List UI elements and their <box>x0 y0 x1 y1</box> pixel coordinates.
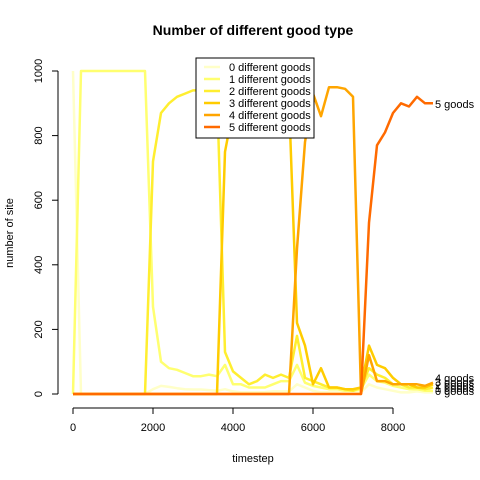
legend-item-3: 3 different goods <box>229 98 311 110</box>
legend-item-0: 0 different goods <box>229 62 311 74</box>
y-tick-label: 400 <box>33 256 45 274</box>
y-tick-label: 1000 <box>33 59 45 83</box>
end-label-4: 4 goods <box>435 373 475 385</box>
legend-box <box>195 57 315 139</box>
x-tick-label: 4000 <box>221 422 245 434</box>
end-label-0: 0 goods <box>435 386 475 398</box>
y-tick-label: 0 <box>33 391 45 397</box>
chart-title: Number of different good type <box>153 22 354 38</box>
series-line-5 <box>73 95 433 396</box>
x-tick-label: 2000 <box>141 422 165 434</box>
end-label-5: 5 goods <box>435 99 475 111</box>
end-label-3: 3 goods <box>435 377 475 389</box>
series-line-3 <box>73 92 434 396</box>
y-tick-label: 800 <box>33 126 45 144</box>
x-tick-label: 6000 <box>301 422 325 434</box>
y-tick-label: 200 <box>33 320 45 338</box>
y-tick-label: 600 <box>33 191 45 209</box>
x-axis-label: timestep <box>232 453 274 465</box>
y-axis-label: number of site <box>4 198 16 268</box>
x-tick-label: 0 <box>70 422 76 434</box>
legend-item-1: 1 different goods <box>229 74 311 86</box>
x-tick-label: 8000 <box>381 422 405 434</box>
series-line-1 <box>71 69 433 395</box>
axes: 0 2000 4000 6000 8000 0 200 400 600 800 1000 <box>33 59 405 434</box>
legend-item-2: 2 different goods <box>229 86 311 98</box>
end-label-1: 1 goods <box>435 383 475 395</box>
end-label-2: 2 goods <box>435 380 475 392</box>
legend-item-4: 4 different goods <box>229 110 311 122</box>
legend-item-5: 5 different goods <box>229 122 311 134</box>
